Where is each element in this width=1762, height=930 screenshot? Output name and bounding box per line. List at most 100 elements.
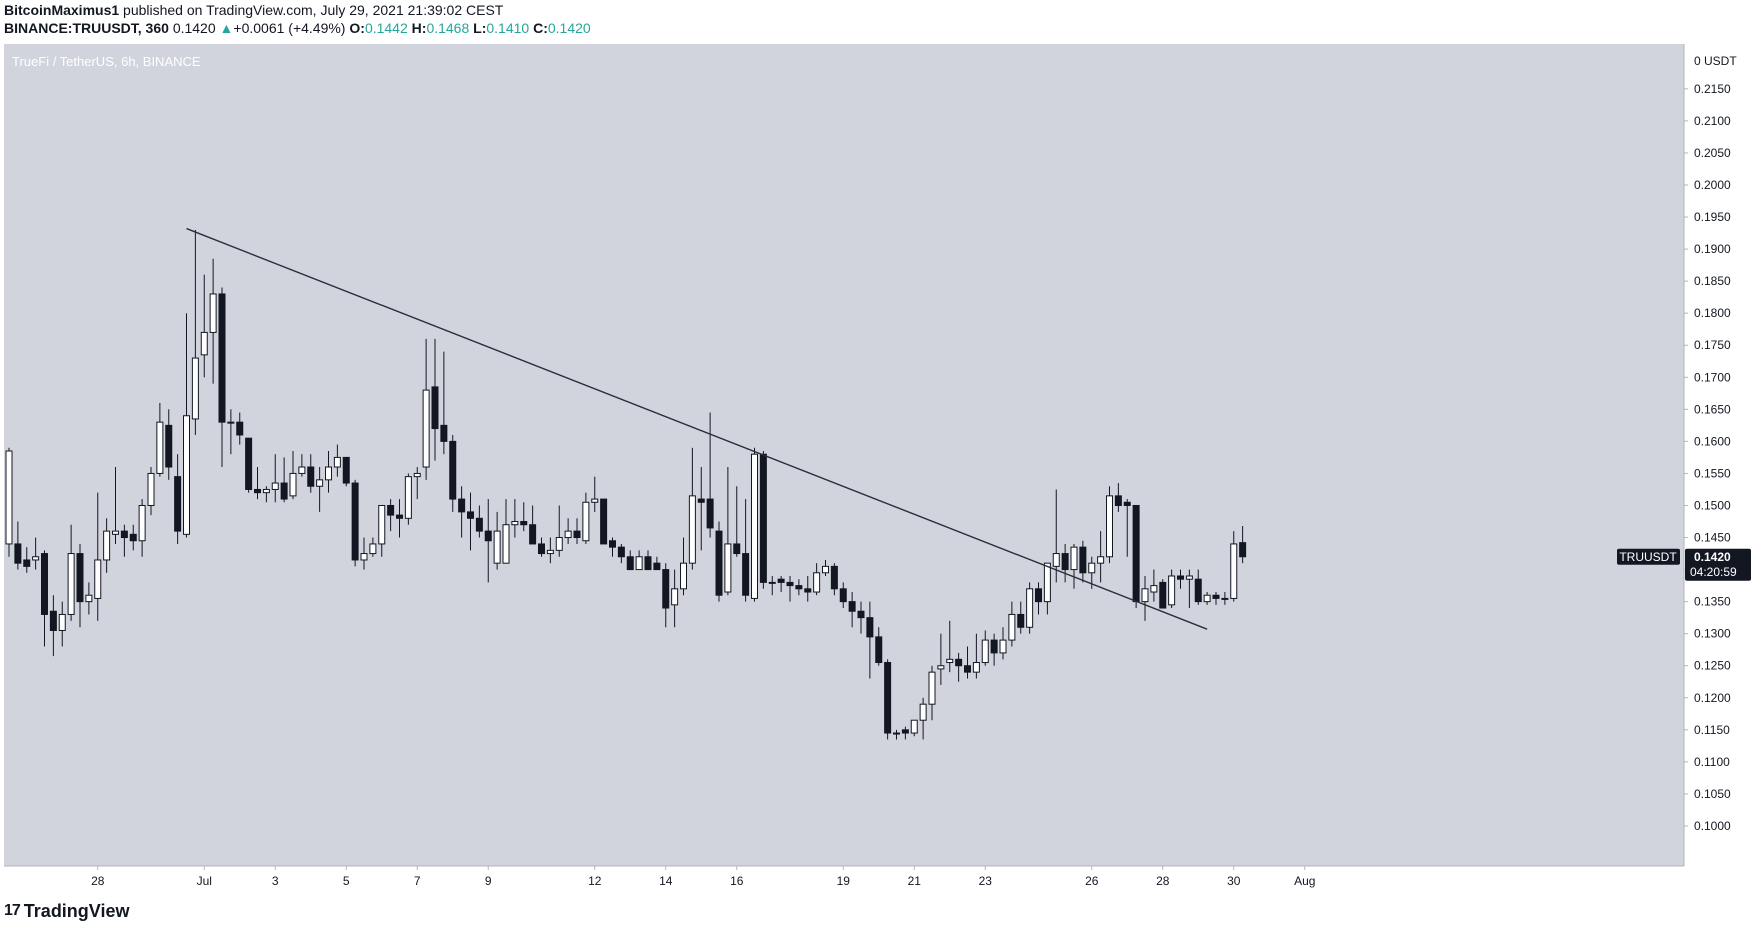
candle[interactable]: [964, 646, 971, 679]
candle[interactable]: [1194, 569, 1202, 605]
candle[interactable]: [520, 502, 528, 532]
candle[interactable]: [946, 620, 954, 673]
candle[interactable]: [280, 457, 288, 503]
candle[interactable]: [245, 437, 253, 493]
candle[interactable]: [928, 665, 936, 721]
candle[interactable]: [156, 402, 164, 477]
candle[interactable]: [147, 467, 155, 516]
candle[interactable]: [866, 601, 874, 679]
candle[interactable]: [662, 563, 670, 628]
candle[interactable]: [191, 229, 199, 435]
candle[interactable]: [653, 556, 661, 571]
candle[interactable]: [1035, 582, 1042, 615]
candle[interactable]: [555, 505, 563, 557]
candle[interactable]: [626, 550, 634, 571]
candle[interactable]: [511, 499, 519, 538]
candle[interactable]: [174, 454, 182, 544]
candle[interactable]: [937, 633, 945, 685]
candle[interactable]: [1132, 504, 1140, 609]
candle[interactable]: [94, 492, 102, 621]
candle[interactable]: [378, 504, 386, 557]
candle[interactable]: [236, 412, 244, 445]
candle[interactable]: [1168, 569, 1176, 609]
candle[interactable]: [538, 537, 545, 557]
candle[interactable]: [218, 287, 226, 468]
candle[interactable]: [617, 543, 625, 564]
candle[interactable]: [458, 486, 466, 538]
candle[interactable]: [23, 547, 31, 573]
candle[interactable]: [1017, 601, 1025, 634]
candle[interactable]: [49, 595, 57, 657]
candle[interactable]: [502, 499, 510, 564]
candle[interactable]: [360, 537, 368, 570]
candle[interactable]: [786, 575, 794, 602]
candle[interactable]: [839, 582, 847, 609]
candle[interactable]: [1150, 569, 1158, 602]
candle[interactable]: [32, 537, 40, 570]
candle[interactable]: [183, 313, 190, 538]
candle[interactable]: [1185, 569, 1193, 609]
candle[interactable]: [129, 524, 137, 551]
candle[interactable]: [671, 569, 679, 628]
candle[interactable]: [884, 659, 892, 740]
candle[interactable]: [742, 499, 750, 602]
candle[interactable]: [777, 575, 785, 593]
candle[interactable]: [209, 258, 217, 384]
candle[interactable]: [1230, 531, 1238, 602]
candle[interactable]: [893, 729, 900, 740]
candle[interactable]: [298, 454, 306, 477]
candle[interactable]: [404, 473, 412, 525]
candle[interactable]: [1114, 483, 1122, 512]
candle[interactable]: [990, 633, 998, 666]
candle[interactable]: [351, 479, 359, 567]
candle[interactable]: [1203, 592, 1211, 605]
tradingview-brand[interactable]: 17 TradingView: [4, 900, 130, 922]
candle[interactable]: [387, 499, 395, 532]
candle[interactable]: [999, 627, 1007, 660]
candle[interactable]: [635, 550, 643, 571]
candle[interactable]: [955, 652, 963, 682]
candle[interactable]: [830, 563, 838, 596]
candle[interactable]: [484, 499, 492, 583]
candle[interactable]: [254, 467, 261, 500]
candle[interactable]: [85, 582, 93, 615]
candle[interactable]: [396, 499, 403, 538]
candle[interactable]: [1177, 569, 1184, 589]
candle[interactable]: [1070, 543, 1078, 589]
candle[interactable]: [200, 274, 208, 378]
candle[interactable]: [972, 633, 980, 679]
candle[interactable]: [795, 579, 803, 596]
candle[interactable]: [688, 447, 696, 570]
candle[interactable]: [1123, 499, 1131, 557]
candle[interactable]: [813, 563, 821, 596]
candle[interactable]: [467, 492, 474, 551]
candle[interactable]: [1097, 531, 1105, 583]
candle[interactable]: [120, 524, 128, 557]
candle[interactable]: [67, 524, 75, 621]
candle[interactable]: [14, 521, 22, 570]
candle[interactable]: [759, 451, 767, 589]
candle[interactable]: [1079, 540, 1087, 583]
candle[interactable]: [289, 451, 297, 500]
candle[interactable]: [901, 726, 909, 740]
candle[interactable]: [724, 467, 732, 596]
candle[interactable]: [1061, 543, 1069, 583]
candle[interactable]: [600, 498, 608, 545]
candle[interactable]: [165, 409, 173, 480]
candle[interactable]: [307, 454, 315, 493]
time-axis[interactable]: [4, 866, 1684, 896]
candle[interactable]: [76, 543, 84, 628]
candle[interactable]: [573, 518, 581, 544]
candle[interactable]: [316, 467, 324, 512]
candle[interactable]: [5, 447, 13, 557]
candle[interactable]: [103, 518, 111, 573]
candle[interactable]: [910, 719, 918, 737]
candle[interactable]: [768, 575, 776, 596]
candle[interactable]: [697, 467, 705, 551]
candle[interactable]: [422, 338, 430, 480]
candle[interactable]: [1106, 486, 1113, 564]
candle[interactable]: [1159, 579, 1167, 609]
candle[interactable]: [1221, 592, 1229, 605]
author-name[interactable]: BitcoinMaximus1: [4, 2, 120, 18]
